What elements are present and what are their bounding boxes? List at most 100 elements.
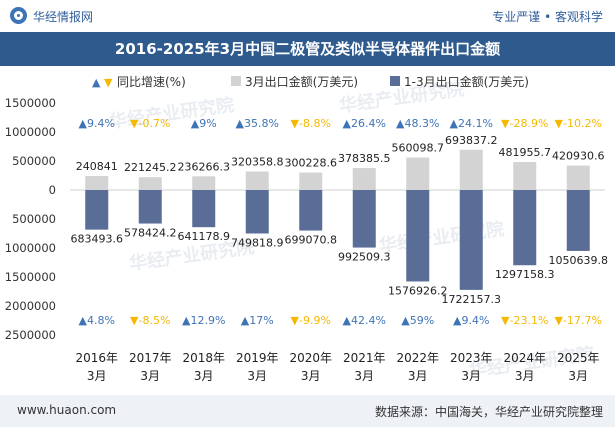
top-bar: 华经情报网 专业严谨 • 客观科学: [0, 0, 615, 32]
up-triangle-icon: ▲: [241, 314, 250, 327]
x-tick-label-month: 3月: [568, 369, 588, 383]
up-triangle-icon: ▲: [401, 314, 410, 327]
bar-cumulative: [566, 190, 590, 251]
growth-labels: ▲9.4%▲4.8%▼-0.7%▼-8.5%▲9%▲12.9%▲35.8%▲17…: [79, 117, 602, 327]
x-tick-label-year: 2024年: [503, 351, 546, 365]
bar-monthly: [138, 177, 162, 190]
data-label-cumulative: 1722157.3: [442, 293, 502, 306]
x-tick-label-year: 2020年: [289, 351, 332, 365]
x-tick-label-month: 3月: [515, 369, 535, 383]
up-triangle-icon: ▲: [182, 314, 191, 327]
legend: ▲ ▼ 同比增速(%) 3月出口金额(万美元) 1-3月出口金额(万美元): [92, 74, 529, 89]
tagline: 专业严谨 • 客观科学: [492, 10, 603, 24]
growth-value-monthly: 48.3%: [405, 117, 440, 130]
data-label-cumulative: 1576926.2: [388, 284, 448, 297]
data-labels: 240841 683493.6 221245.2 578424.2 236266.3 64…: [71, 134, 609, 306]
bar-monthly: [459, 149, 483, 190]
growth-label-monthly: ▼-8.8%: [291, 117, 331, 130]
bar-cumulative: [352, 190, 376, 248]
up-triangle-icon: ▲: [343, 314, 352, 327]
growth-label-monthly: ▲26.4%: [343, 117, 386, 130]
growth-value-monthly: 9%: [199, 117, 216, 130]
growth-label-cumulative: ▲12.9%: [182, 314, 225, 327]
bars: [85, 149, 590, 290]
data-label-monthly: 560098.7: [392, 142, 445, 155]
chart-title: 2016-2025年3月中国二极管及类似半导体器件出口金额: [114, 40, 501, 58]
growth-label-cumulative: ▼-23.1%: [501, 314, 548, 327]
growth-value-cumulative: 4.8%: [87, 314, 115, 327]
growth-label-monthly: ▼-10.2%: [555, 117, 602, 130]
bar-cumulative: [192, 190, 216, 228]
data-source: 数据来源：中国海关，华经产业研究院整理: [374, 405, 603, 419]
x-tick-label-year: 2017年: [129, 351, 172, 365]
up-triangle-icon: ▲: [343, 117, 352, 130]
down-triangle-icon: ▼: [501, 117, 510, 130]
legend-cumulative: 1-3月出口金额(万美元): [404, 74, 529, 89]
x-tick-label-year: 2022年: [396, 351, 439, 365]
growth-value-monthly: -0.7%: [139, 117, 171, 130]
growth-label-cumulative: ▼-17.7%: [555, 314, 602, 327]
data-label-monthly: 240841: [76, 160, 118, 173]
x-tick-label-month: 3月: [461, 369, 481, 383]
up-triangle-icon: ▲: [453, 314, 462, 327]
bar-cumulative: [513, 190, 537, 266]
y-tick-label: 1000000: [5, 125, 56, 139]
x-tick-label-month: 3月: [301, 369, 321, 383]
growth-value-monthly: 24.1%: [458, 117, 493, 130]
growth-value-monthly: -8.8%: [299, 117, 331, 130]
data-label-monthly: 693837.2: [445, 134, 498, 147]
growth-value-cumulative: 42.4%: [351, 314, 386, 327]
growth-label-monthly: ▲48.3%: [396, 117, 439, 130]
growth-value-cumulative: -17.7%: [563, 314, 602, 327]
bar-cumulative: [85, 190, 109, 230]
data-label-cumulative: 578424.2: [124, 227, 177, 240]
data-label-cumulative: 749818.9: [231, 236, 284, 249]
data-label-cumulative: 992509.3: [338, 251, 391, 264]
y-tick-label: 500000: [12, 212, 56, 226]
growth-value-cumulative: 12.9%: [191, 314, 226, 327]
legend-growth: 同比增速(%): [117, 75, 186, 89]
growth-value-monthly: 35.8%: [244, 117, 279, 130]
y-tick-label: 2000000: [5, 299, 56, 313]
bar-monthly: [299, 172, 323, 190]
data-label-monthly: 378385.5: [338, 152, 391, 165]
down-triangle-icon: ▼: [501, 314, 510, 327]
growth-label-cumulative: ▲17%: [241, 314, 274, 327]
data-label-monthly: 236266.3: [178, 160, 231, 173]
down-triangle-icon: ▼: [555, 314, 564, 327]
data-label-cumulative: 1297158.3: [495, 268, 555, 281]
growth-label-cumulative: ▲9.4%: [453, 314, 489, 327]
bar-monthly: [85, 176, 109, 190]
y-tick-label: 0: [49, 183, 56, 197]
bar-monthly: [566, 165, 590, 190]
bar-monthly: [513, 162, 537, 190]
bar-cumulative: [138, 190, 162, 224]
growth-label-cumulative: ▲4.8%: [79, 314, 115, 327]
footer-website: www.huaon.com: [17, 403, 117, 417]
growth-label-monthly: ▼-28.9%: [501, 117, 548, 130]
bar-monthly: [192, 176, 216, 190]
x-tick-label-month: 3月: [354, 369, 374, 383]
down-triangle-icon: ▼: [291, 117, 300, 130]
growth-value-cumulative: 17%: [249, 314, 273, 327]
up-triangle-icon: ▲: [236, 117, 245, 130]
growth-label-cumulative: ▼-9.9%: [291, 314, 331, 327]
x-tick-label-year: 2025年: [557, 351, 600, 365]
growth-label-monthly: ▲9%: [191, 117, 217, 130]
legend-monthly: 3月出口金额(万美元): [245, 74, 358, 89]
bar-cumulative: [406, 190, 430, 282]
y-tick-label: 500000: [12, 154, 56, 168]
x-tick-label-year: 2016年: [75, 351, 118, 365]
y-tick-label: 1500000: [5, 270, 56, 284]
up-triangle-icon: ▲: [396, 117, 405, 130]
growth-value-monthly: 26.4%: [351, 117, 386, 130]
x-tick-label-month: 3月: [247, 369, 267, 383]
growth-value-cumulative: 9.4%: [462, 314, 490, 327]
legend-cumulative-swatch: [390, 76, 400, 86]
up-triangle-icon: ▲: [450, 117, 459, 130]
up-triangle-icon: ▲: [79, 117, 88, 130]
growth-label-cumulative: ▲42.4%: [343, 314, 386, 327]
title-bar: 2016-2025年3月中国二极管及类似半导体器件出口金额: [0, 32, 615, 66]
y-tick-label: 2500000: [5, 328, 56, 342]
